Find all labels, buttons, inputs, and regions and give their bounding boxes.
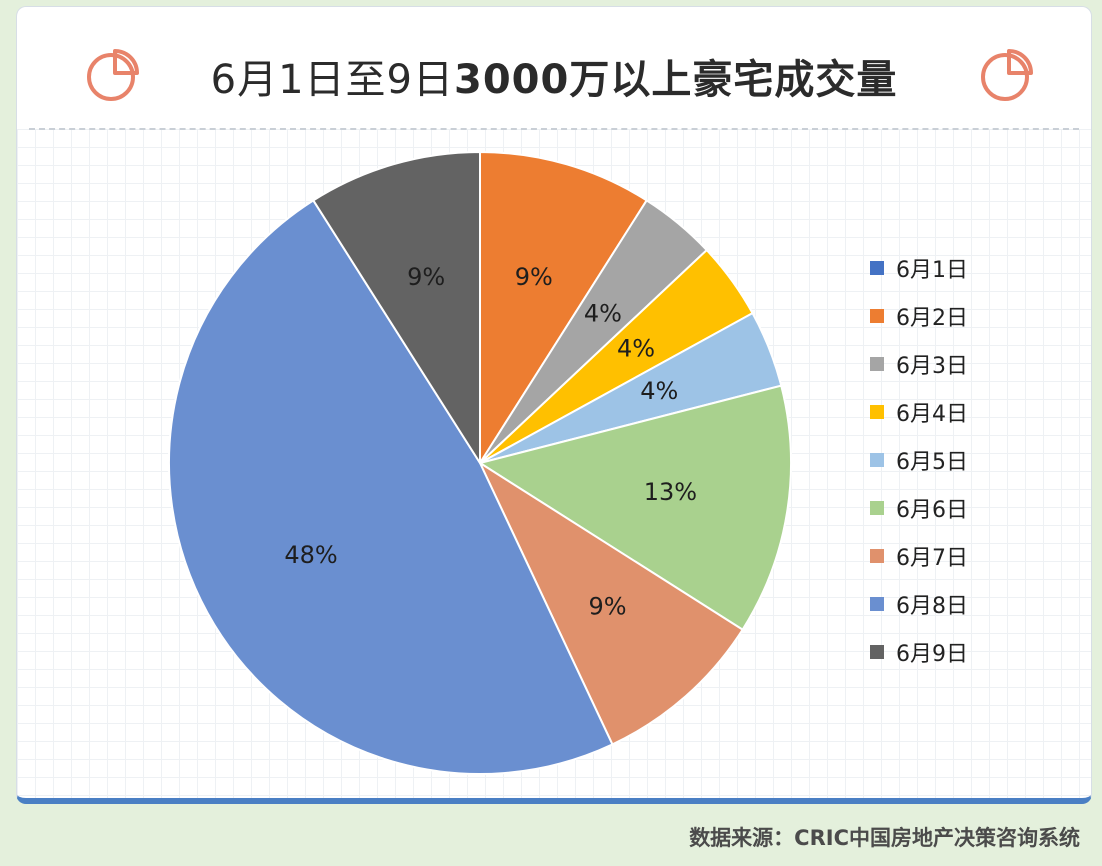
slice-label-4: 4% bbox=[617, 335, 655, 363]
pie-slice-6 bbox=[477, 384, 792, 632]
chart-legend: 6月1日 6月2日 6月3日 6月4日 6月5日 6月6日 6月7日 6月8日 6月9日 bbox=[870, 244, 1030, 676]
legend-item-1: 6月1日 bbox=[870, 244, 1030, 292]
slice-label-3: 4% bbox=[584, 299, 622, 327]
legend-item-7: 6月7日 bbox=[870, 532, 1030, 580]
pie-chart-icon bbox=[981, 49, 1033, 101]
legend-swatch bbox=[870, 453, 884, 467]
title-prefix: 6月1日至9日 bbox=[210, 57, 455, 103]
legend-swatch bbox=[870, 261, 884, 275]
slice-label-9: 9% bbox=[407, 263, 445, 291]
legend-swatch bbox=[870, 309, 884, 323]
legend-swatch bbox=[870, 549, 884, 563]
data-source: 数据来源：CRIC中国房地产决策咨询系统 bbox=[689, 826, 1080, 850]
legend-item-5: 6月5日 bbox=[870, 436, 1030, 484]
slice-label-5: 4% bbox=[640, 377, 678, 405]
legend-label: 6月4日 bbox=[896, 402, 968, 427]
slice-label-7: 9% bbox=[588, 593, 626, 621]
legend-label: 6月5日 bbox=[896, 450, 968, 475]
legend-label: 6月8日 bbox=[896, 594, 968, 619]
legend-label: 6月9日 bbox=[896, 642, 968, 667]
title-bold: 3000万以上豪宅成交量 bbox=[454, 57, 898, 103]
legend-item-8: 6月8日 bbox=[870, 580, 1030, 628]
legend-label: 6月2日 bbox=[896, 306, 968, 331]
legend-label: 6月1日 bbox=[896, 258, 968, 283]
title-divider bbox=[29, 128, 1079, 130]
pie-slice-9 bbox=[311, 150, 481, 467]
legend-item-3: 6月3日 bbox=[870, 340, 1030, 388]
legend-item-6: 6月6日 bbox=[870, 484, 1030, 532]
title-band bbox=[17, 7, 1091, 129]
slice-label-6: 13% bbox=[644, 478, 697, 506]
slice-label-8: 48% bbox=[284, 541, 337, 569]
slice-label-2: 9% bbox=[515, 263, 553, 291]
legend-label: 6月6日 bbox=[896, 498, 968, 523]
legend-swatch bbox=[870, 501, 884, 515]
legend-label: 6月7日 bbox=[896, 546, 968, 571]
pie-chart-icon bbox=[87, 49, 139, 101]
chart-title: 6月1日至9日3000万以上豪宅成交量 bbox=[17, 47, 1091, 105]
legend-swatch bbox=[870, 405, 884, 419]
legend-item-9: 6月9日 bbox=[870, 628, 1030, 676]
legend-swatch bbox=[870, 645, 884, 659]
legend-swatch bbox=[870, 597, 884, 611]
legend-swatch bbox=[870, 357, 884, 371]
legend-label: 6月3日 bbox=[896, 354, 968, 379]
legend-item-2: 6月2日 bbox=[870, 292, 1030, 340]
legend-item-4: 6月4日 bbox=[870, 388, 1030, 436]
pie-slice-7 bbox=[477, 460, 744, 746]
pie-slice-2 bbox=[479, 150, 649, 467]
pie-slice-8 bbox=[168, 199, 614, 775]
